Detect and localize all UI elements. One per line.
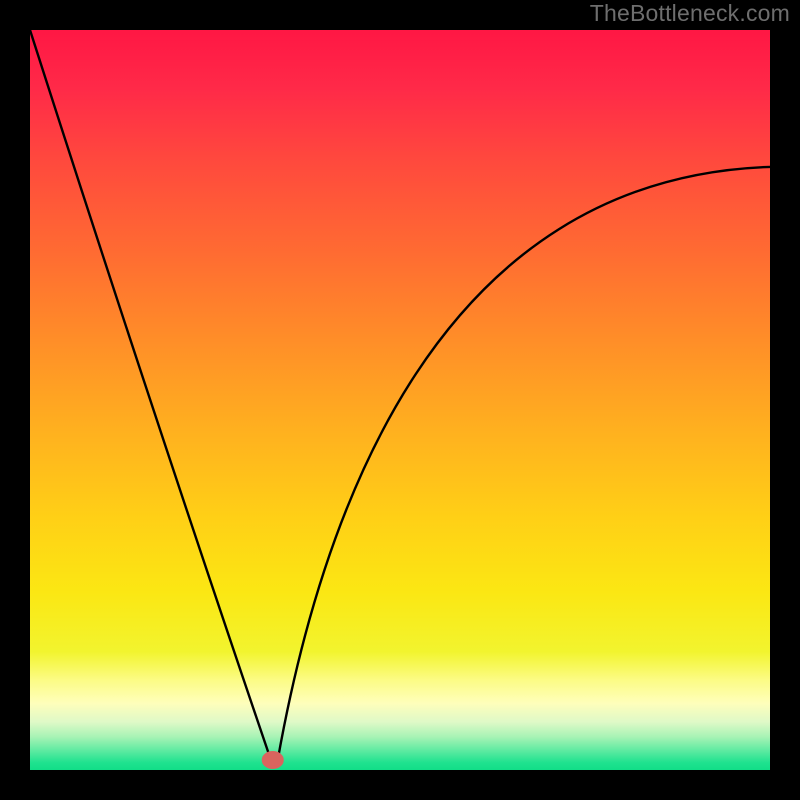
optimum-marker (261, 751, 284, 769)
plot-area (30, 30, 770, 770)
watermark-text: TheBottleneck.com (590, 0, 790, 27)
bottleneck-curve (30, 30, 770, 770)
